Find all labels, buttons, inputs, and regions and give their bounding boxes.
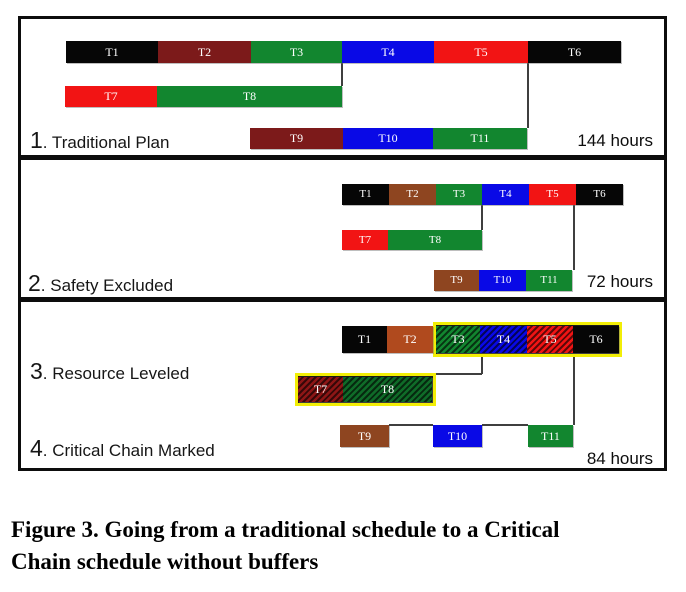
panel-label-4: 4. Critical Chain Marked bbox=[30, 435, 215, 462]
task-bar-t8: T8 bbox=[343, 377, 432, 402]
connector-line bbox=[573, 355, 575, 425]
task-bar-t1: T1 bbox=[342, 184, 389, 205]
connector-line bbox=[527, 63, 529, 128]
task-bar-t10: T10 bbox=[433, 425, 482, 447]
connector-line bbox=[341, 63, 343, 86]
task-bar-t5: T5 bbox=[434, 41, 528, 63]
task-bar-t6: T6 bbox=[576, 184, 623, 205]
connector-line bbox=[573, 205, 575, 270]
task-bar-t4: T4 bbox=[480, 326, 527, 353]
task-bar-t8: T8 bbox=[157, 86, 342, 107]
panel-divider-2 bbox=[21, 297, 664, 302]
connector-line bbox=[482, 424, 528, 426]
task-bar-t5: T5 bbox=[527, 326, 573, 353]
task-bar-t3: T3 bbox=[251, 41, 342, 63]
connector-line bbox=[389, 424, 433, 426]
panel-label-3: 3. Resource Leveled bbox=[30, 358, 189, 385]
task-bar-t3: T3 bbox=[436, 326, 480, 353]
task-bar-t1: T1 bbox=[66, 41, 158, 63]
task-bar-t9: T9 bbox=[250, 128, 343, 149]
panel-number: 1 bbox=[30, 127, 43, 153]
task-bar-t7: T7 bbox=[65, 86, 157, 107]
task-bar-t9: T9 bbox=[340, 425, 389, 447]
panel-divider-1 bbox=[21, 155, 664, 160]
panel-number: 3 bbox=[30, 358, 43, 384]
task-bar-t2: T2 bbox=[387, 326, 433, 353]
panel-label-2: 2. Safety Excluded bbox=[28, 270, 173, 297]
figure-caption: Figure 3. Going from a traditional sched… bbox=[11, 514, 679, 578]
panel-name: . Critical Chain Marked bbox=[42, 441, 215, 460]
task-bar-t11: T11 bbox=[526, 270, 572, 291]
hours-label: 144 hours bbox=[577, 131, 653, 150]
task-bar-t11: T11 bbox=[528, 425, 573, 447]
panel-number: 4 bbox=[30, 435, 43, 461]
task-bar-t7: T7 bbox=[298, 377, 343, 402]
task-bar-t11: T11 bbox=[433, 128, 527, 149]
connector-line bbox=[481, 205, 483, 230]
task-bar-t2: T2 bbox=[158, 41, 251, 63]
task-bar-t8: T8 bbox=[388, 230, 482, 250]
task-bar-t1: T1 bbox=[342, 326, 387, 353]
figure-caption-line-1: Figure 3. Going from a traditional sched… bbox=[11, 517, 560, 542]
task-bar-t6: T6 bbox=[528, 41, 621, 63]
figure-caption-line-2: Chain schedule without buffers bbox=[11, 549, 319, 574]
task-bar-t6: T6 bbox=[573, 326, 619, 353]
task-bar-t4: T4 bbox=[342, 41, 434, 63]
panel-name: . Traditional Plan bbox=[42, 133, 170, 152]
task-bar-t9: T9 bbox=[434, 270, 479, 291]
task-bar-t5: T5 bbox=[529, 184, 576, 205]
task-bar-t2: T2 bbox=[389, 184, 436, 205]
task-bar-t10: T10 bbox=[479, 270, 526, 291]
connector-line bbox=[436, 373, 482, 375]
panel-label-1: 1. Traditional Plan bbox=[30, 127, 169, 154]
task-bar-t7: T7 bbox=[342, 230, 388, 250]
connector-line bbox=[481, 355, 483, 374]
diagram-outer-border bbox=[18, 16, 667, 471]
task-bar-t4: T4 bbox=[482, 184, 529, 205]
task-bar-t10: T10 bbox=[343, 128, 433, 149]
hours-label: 84 hours bbox=[586, 449, 653, 468]
panel-name: . Safety Excluded bbox=[40, 276, 174, 295]
panel-name: . Resource Leveled bbox=[42, 364, 190, 383]
panel-number: 2 bbox=[28, 270, 41, 296]
hours-label: 72 hours bbox=[586, 272, 653, 291]
task-bar-t3: T3 bbox=[436, 184, 482, 205]
